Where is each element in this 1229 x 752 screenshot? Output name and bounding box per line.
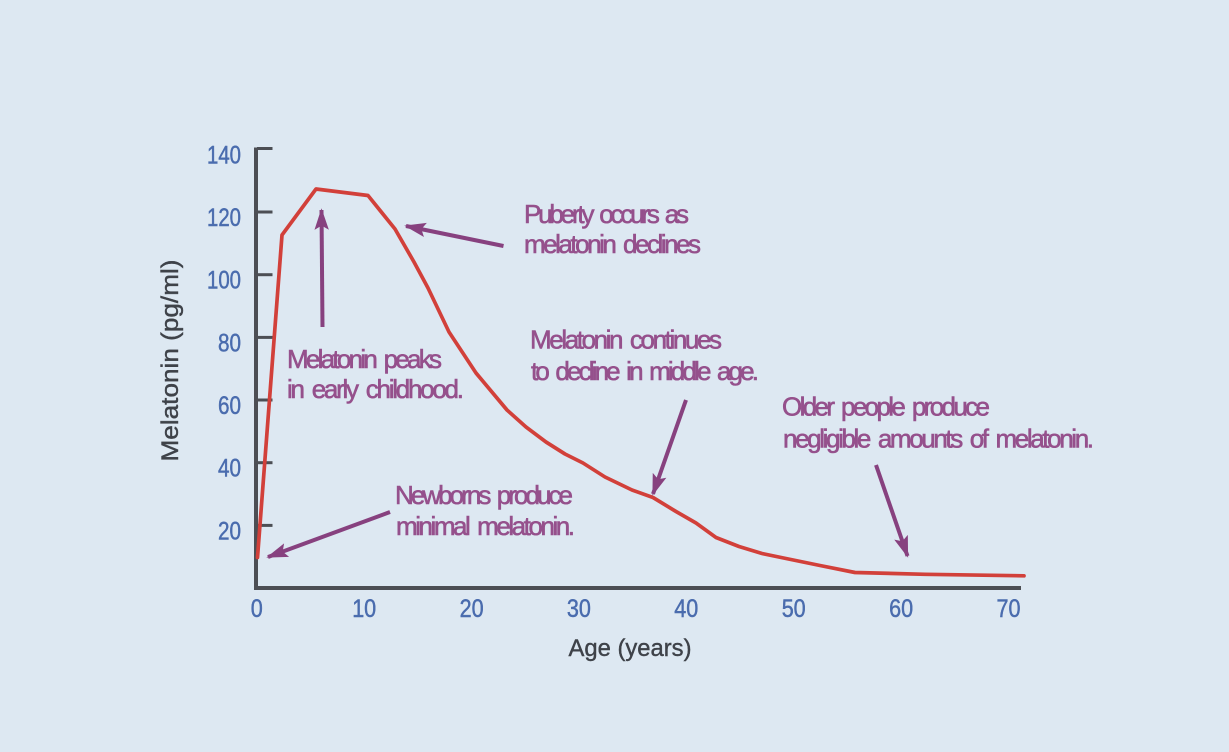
svg-text:Melatonin (pg/ml): Melatonin (pg/ml) [157,260,184,462]
svg-text:0: 0 [251,595,263,623]
svg-text:80: 80 [218,329,241,357]
svg-text:10: 10 [352,595,376,623]
svg-text:60: 60 [218,392,241,420]
svg-text:negligible amounts of melatoni: negligible amounts of melatonin. [783,424,1094,454]
svg-text:minimal melatonin.: minimal melatonin. [396,511,575,541]
svg-text:120: 120 [207,204,241,232]
svg-text:to decline in middle age.: to decline in middle age. [531,356,759,386]
svg-text:30: 30 [567,595,591,623]
svg-text:20: 20 [460,595,484,623]
svg-text:Older people produce: Older people produce [782,392,990,422]
svg-text:melatonin declines: melatonin declines [524,229,701,259]
svg-text:Melatonin continues: Melatonin continues [530,325,722,355]
svg-text:Age (years): Age (years) [569,635,692,662]
svg-text:Newborns produce: Newborns produce [395,480,573,510]
svg-text:Melatonin peaks: Melatonin peaks [287,344,442,374]
svg-text:140: 140 [207,142,241,170]
svg-text:40: 40 [674,595,698,623]
svg-text:50: 50 [782,595,806,623]
svg-text:20: 20 [218,517,241,545]
svg-text:in early childhood.: in early childhood. [287,374,464,404]
svg-text:40: 40 [218,455,241,483]
svg-text:Puberty occurs as: Puberty occurs as [524,199,689,229]
svg-text:100: 100 [207,267,241,295]
svg-text:60: 60 [889,595,913,623]
svg-text:70: 70 [997,595,1021,623]
